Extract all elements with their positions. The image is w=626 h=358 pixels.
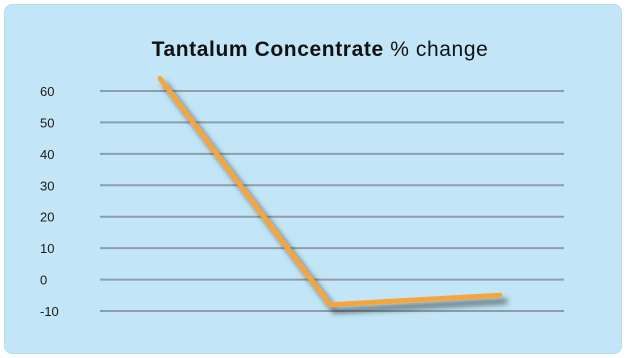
y-tick-label-0: 60: [40, 84, 54, 99]
y-tick-label-1: 50: [40, 115, 54, 130]
series-group: [157, 75, 503, 308]
y-tick-label-7: -10: [40, 304, 59, 319]
chart-title-rest: % change: [390, 38, 489, 61]
y-tick-label-4: 20: [40, 210, 54, 225]
y-tick-label-5: 10: [40, 241, 54, 256]
y-axis-ticks: 60 50 40 30 20 10 0 -10: [40, 84, 59, 319]
chart-title-bold: Tantalum Concentrate: [151, 38, 384, 61]
y-tick-label-2: 40: [40, 147, 54, 162]
y-tick-label-6: 0: [40, 273, 47, 288]
y-tick-label-3: 30: [40, 178, 54, 193]
series-line-0: [157, 75, 503, 308]
chart-title: Tantalum Concentrate % change: [0, 38, 626, 62]
gridlines: [100, 90, 564, 312]
chart-panel: [4, 4, 622, 354]
